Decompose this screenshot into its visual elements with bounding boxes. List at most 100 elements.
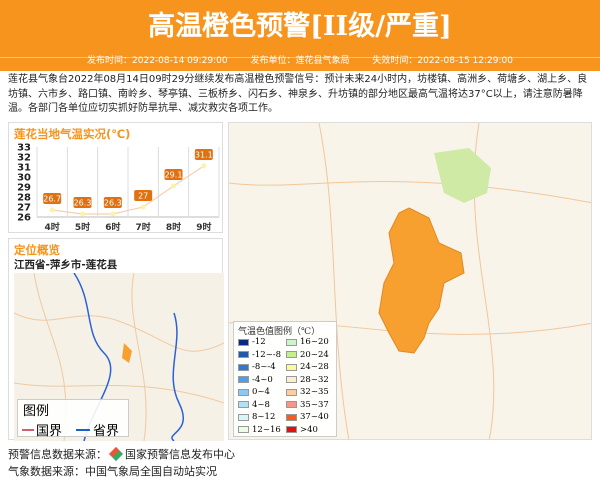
meta-info: 发布时间：2022-08-14 09:29:00 发布单位：莲花县气象局 失效时…: [0, 53, 600, 66]
data-label: 27: [138, 192, 148, 201]
warning-map[interactable]: 气温色值图例（℃） -12 -12~-8 -8~-4 -4~0 0~4 4~8 8~12 12…: [228, 122, 592, 440]
legend-item: 35~37: [286, 400, 329, 410]
legend-label: 4~8: [252, 399, 270, 410]
temperature-panel: 莲花当地气温实况(℃) 26 27 28 29 30 31 32 33 4时 5时 6时 7时 8时 9时…: [8, 122, 223, 233]
legend-label: -12~-8: [252, 349, 282, 360]
y-tick-label: 33: [17, 143, 31, 154]
data-label: 26.7: [43, 195, 61, 204]
data-label-bg: [164, 169, 183, 180]
map-legend: 图例 国界 省界: [17, 399, 129, 439]
green-area: [434, 148, 491, 203]
legend-label: 32~35: [300, 387, 329, 397]
legend-item: 37~40: [286, 412, 329, 422]
data-point[interactable]: [49, 207, 55, 213]
legend-label: -4~0: [252, 374, 273, 385]
y-tick-label: 26: [17, 213, 31, 224]
legend-swatch: [286, 338, 297, 346]
data-point[interactable]: [171, 183, 176, 189]
legend-item: 8~12: [238, 412, 275, 422]
legend-swatch: [238, 426, 249, 433]
legend-item: -12: [238, 337, 266, 347]
warning-area: [378, 207, 465, 354]
legend-province-border: 省界: [76, 420, 119, 439]
legend-swatch: [238, 338, 249, 346]
overview-map[interactable]: 图例 国界 省界: [14, 273, 224, 441]
x-tick-label: 4时: [45, 221, 60, 232]
data-label: 26.3: [104, 199, 122, 208]
lianhua-marker: [122, 343, 132, 363]
legend-label: 35~37: [300, 399, 329, 410]
data-point[interactable]: [80, 211, 85, 217]
temperature-legend-title: 气温色值图例（℃）: [238, 327, 321, 337]
y-tick-label: 31: [17, 163, 31, 174]
x-tick-label: 7时: [136, 221, 151, 232]
legend-item: 0~4: [238, 387, 270, 397]
legend-item: 4~8: [238, 400, 270, 410]
data-label-bg: [134, 190, 153, 201]
legend-label: 28~32: [300, 374, 329, 385]
legend-label: 37~40: [300, 412, 329, 422]
legend-national-border: 国界: [22, 420, 62, 439]
warning-center-name: 国家预警信息发布中心: [125, 448, 235, 461]
legend-label: 12~16: [252, 424, 281, 435]
legend-item: -4~0: [238, 375, 273, 385]
legend-item: 28~32: [286, 375, 329, 385]
weather-source: 气象数据来源：中国气象局全国自动站实况: [8, 465, 217, 478]
legend-label: -8~-4: [252, 362, 276, 372]
legend-swatch: [286, 401, 297, 408]
legend-label: 24~28: [300, 362, 329, 372]
legend-item: >40: [286, 425, 318, 435]
data-label-bg: [103, 197, 122, 208]
data-label-bg: [194, 149, 213, 160]
legend-item: 20~24: [286, 350, 329, 360]
expire-time: 失效时间：2022-08-15 12:29:00: [372, 56, 513, 66]
legend-item: 24~28: [286, 362, 329, 372]
data-label: 29.1: [165, 171, 183, 180]
data-point[interactable]: [201, 163, 207, 169]
data-label-bg: [43, 193, 62, 204]
y-tick-label: 27: [17, 203, 31, 214]
location-panel: 定位概览 江西省-萍乡市-莲花县 图例 国界 省界: [8, 238, 224, 441]
temperature-panel-title: 莲花当地气温实况(℃): [14, 127, 131, 141]
warning-source-label: 预警信息数据来源：: [8, 448, 107, 461]
location-panel-title: 定位概览: [14, 243, 60, 257]
legend-label: 0~4: [252, 387, 270, 397]
x-tick-label: 8时: [166, 221, 181, 232]
legend-item: 16~20: [286, 337, 329, 347]
legend-swatch: [286, 363, 297, 371]
temperature-line: [52, 165, 205, 215]
temperature-legend: 气温色值图例（℃） -12 -12~-8 -8~-4 -4~0 0~4 4~8 8~12 12…: [233, 321, 337, 437]
data-label: 26.3: [74, 199, 92, 208]
legend-item: 32~35: [286, 387, 329, 397]
y-tick-label: 29: [17, 183, 31, 194]
publisher: 发布单位：莲花县气象局: [250, 56, 350, 66]
x-tick-label: 5时: [75, 221, 90, 232]
legend-swatch: [238, 388, 249, 396]
legend-swatch: [286, 351, 297, 358]
x-tick-label: 6时: [105, 221, 120, 232]
y-tick-label: 30: [17, 173, 31, 184]
data-point[interactable]: [110, 211, 116, 217]
legend-item: -12~-8: [238, 350, 281, 360]
legend-item: -8~-4: [238, 362, 276, 372]
legend-label: -12: [252, 337, 266, 347]
data-label-bg: [73, 197, 92, 208]
legend-swatch: [238, 401, 249, 408]
legend-label: >40: [300, 424, 318, 435]
warning-center-logo-icon: [108, 446, 124, 462]
data-point[interactable]: [140, 204, 146, 210]
x-tick-label: 9时: [196, 221, 211, 232]
y-tick-label: 28: [17, 193, 31, 204]
legend-swatch: [238, 376, 249, 383]
location-path: 江西省-萍乡市-莲花县: [14, 259, 118, 271]
warning-map-layer: [229, 123, 591, 439]
legend-item: 12~16: [238, 425, 281, 435]
page-title: 高温橙色预警[II级/严重]: [148, 11, 452, 42]
header: 高温橙色预警[II级/严重] 发布时间：2022-08-14 09:29:00 …: [0, 0, 600, 71]
legend-swatch: [238, 413, 249, 421]
legend-swatch: [286, 388, 297, 396]
map-legend-title: 图例: [23, 404, 50, 419]
legend-swatch: [286, 413, 297, 421]
legend-swatch: [238, 351, 249, 358]
